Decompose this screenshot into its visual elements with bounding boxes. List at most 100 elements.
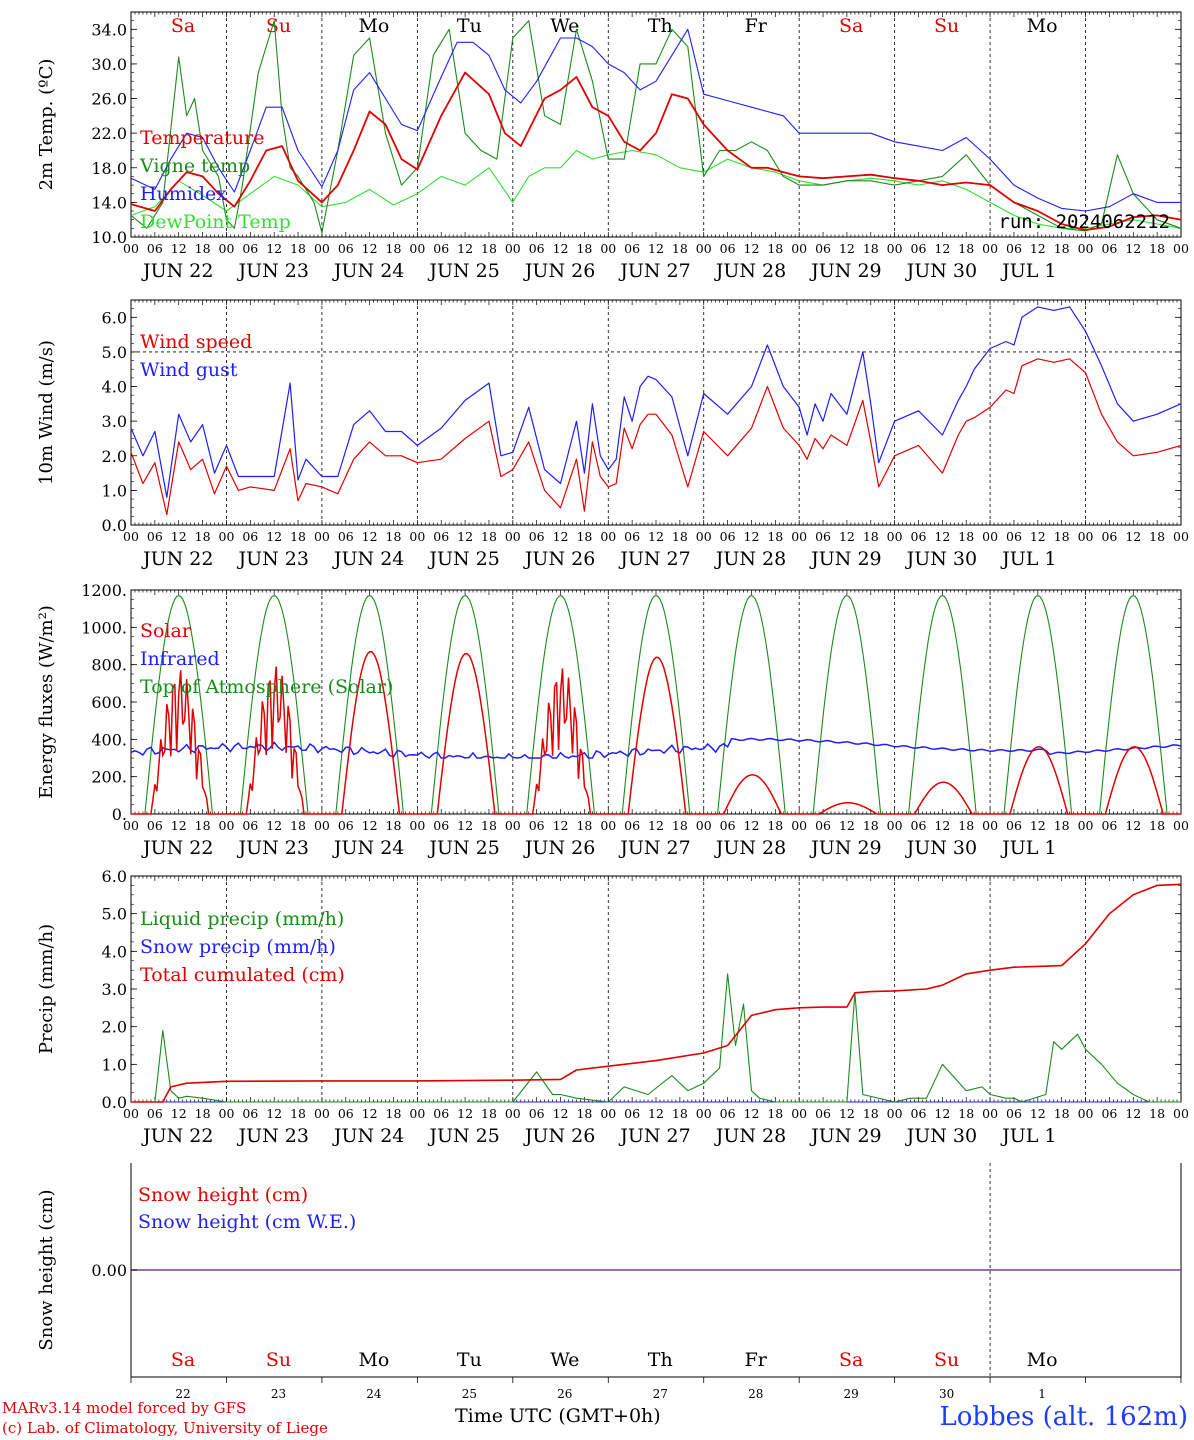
hour-tick-label: 00 bbox=[219, 1106, 235, 1121]
date-label: JUN 22 bbox=[141, 1125, 213, 1147]
y-tick-label: 3.0 bbox=[102, 412, 127, 431]
y-tick-label: 800. bbox=[91, 656, 127, 675]
hour-tick-label: 00 bbox=[409, 818, 425, 833]
legend-entry: Liquid precip (mm/h) bbox=[140, 908, 344, 930]
hour-tick-label: 18 bbox=[863, 241, 879, 256]
y-tick-label: 0.00 bbox=[91, 1261, 127, 1280]
hour-tick-label: 06 bbox=[720, 1106, 736, 1121]
hour-tick-label: 06 bbox=[815, 529, 831, 544]
weekday-label: Sa bbox=[171, 15, 195, 37]
legend-entry: Snow precip (mm/h) bbox=[140, 936, 336, 958]
hour-tick-label: 18 bbox=[290, 1106, 306, 1121]
hour-tick-label: 06 bbox=[147, 529, 163, 544]
hour-tick-label: 12 bbox=[648, 1106, 664, 1121]
hour-tick-label: 18 bbox=[1149, 529, 1165, 544]
hour-tick-label: 12 bbox=[362, 818, 378, 833]
hour-tick-label: 18 bbox=[958, 529, 974, 544]
legend-entry: Temperature bbox=[140, 127, 264, 149]
hour-tick-label: 00 bbox=[505, 241, 521, 256]
y-tick-label: 1200. bbox=[81, 581, 127, 600]
hour-tick-label: 00 bbox=[409, 241, 425, 256]
hour-tick-label: 00 bbox=[1078, 529, 1094, 544]
hour-tick-label: 12 bbox=[839, 1106, 855, 1121]
hour-tick-label: 12 bbox=[744, 1106, 760, 1121]
hour-tick-label: 00 bbox=[600, 529, 616, 544]
series-dewpoint-temp bbox=[130, 149, 1182, 229]
day-number: 30 bbox=[939, 1387, 954, 1400]
hour-tick-label: 06 bbox=[242, 529, 258, 544]
hour-tick-label: 06 bbox=[529, 529, 545, 544]
hour-tick-label: 18 bbox=[958, 818, 974, 833]
date-label: JUN 24 bbox=[332, 260, 404, 282]
weekday-label: Su bbox=[934, 15, 959, 37]
hour-tick-label: 06 bbox=[815, 241, 831, 256]
hour-tick-label: 18 bbox=[195, 241, 211, 256]
series-top-of-atmosphere bbox=[131, 594, 1181, 815]
date-label: JUN 30 bbox=[905, 1125, 977, 1147]
hour-tick-label: 06 bbox=[1101, 818, 1117, 833]
y-tick-label: 6.0 bbox=[102, 867, 127, 886]
day-number: 22 bbox=[175, 1387, 190, 1400]
date-label: JUN 28 bbox=[714, 1125, 786, 1147]
panel-frame-2 bbox=[130, 299, 1182, 526]
hour-tick-label: 06 bbox=[720, 529, 736, 544]
series-total-cumulated-cm- bbox=[131, 883, 1182, 1103]
date-label: JUN 26 bbox=[523, 1125, 595, 1147]
y-tick-label: 30.0 bbox=[91, 55, 127, 74]
y-axis-label: 2m Temp. (ºC) bbox=[36, 59, 57, 191]
series-humidex bbox=[130, 28, 1181, 212]
weekday-label-bottom: Su bbox=[266, 1349, 291, 1371]
hour-tick-label: 12 bbox=[457, 818, 473, 833]
weekday-label: Su bbox=[266, 15, 291, 37]
date-label: JUN 25 bbox=[427, 548, 499, 570]
y-tick-label: 5.0 bbox=[102, 905, 127, 924]
series-wind-speed bbox=[130, 358, 1182, 516]
date-label: JUN 29 bbox=[809, 260, 881, 282]
hour-tick-label: 00 bbox=[314, 241, 330, 256]
hour-tick-label: 00 bbox=[887, 529, 903, 544]
date-label: JUN 29 bbox=[809, 1125, 881, 1147]
weekday-label-bottom: Sa bbox=[171, 1349, 195, 1371]
hour-tick-label: 00 bbox=[600, 818, 616, 833]
hour-tick-label: 00 bbox=[696, 241, 712, 256]
hour-tick-label: 00 bbox=[219, 818, 235, 833]
model-credit: MARv3.14 model forced by GFS bbox=[2, 1399, 247, 1417]
y-tick-label: 2.0 bbox=[102, 447, 127, 466]
hour-tick-label: 06 bbox=[911, 529, 927, 544]
hour-tick-label: 12 bbox=[171, 1106, 187, 1121]
hour-tick-label: 12 bbox=[744, 529, 760, 544]
date-label: JUN 23 bbox=[236, 260, 308, 282]
hour-tick-label: 18 bbox=[672, 818, 688, 833]
hour-tick-label: 06 bbox=[433, 529, 449, 544]
hour-tick-label: 18 bbox=[1149, 818, 1165, 833]
y-tick-label: 0.0 bbox=[102, 1093, 127, 1112]
y-tick-label: 4.0 bbox=[102, 942, 127, 961]
hour-tick-label: 00 bbox=[982, 818, 998, 833]
panel-frame-3 bbox=[130, 589, 1182, 815]
hour-tick-label: 06 bbox=[720, 818, 736, 833]
hour-tick-label: 00 bbox=[123, 529, 139, 544]
hour-tick-label: 06 bbox=[242, 818, 258, 833]
weekday-label-bottom: Sa bbox=[839, 1349, 863, 1371]
date-label: JUN 28 bbox=[714, 260, 786, 282]
y-tick-label: 400. bbox=[91, 730, 127, 749]
hour-tick-label: 12 bbox=[266, 529, 282, 544]
hour-tick-label: 00 bbox=[982, 1106, 998, 1121]
hour-tick-label: 18 bbox=[481, 529, 497, 544]
legend-entry: Snow height (cm W.E.) bbox=[138, 1211, 356, 1233]
weekday-label: We bbox=[550, 15, 579, 37]
y-tick-label: 1000. bbox=[81, 618, 127, 637]
weekday-label: Th bbox=[648, 15, 673, 37]
weekday-label-bottom: Mo bbox=[358, 1349, 389, 1371]
weekday-label: Tu bbox=[457, 15, 482, 37]
hour-tick-label: 00 bbox=[409, 529, 425, 544]
hour-tick-label: 12 bbox=[457, 1106, 473, 1121]
date-label: JUN 24 bbox=[332, 548, 404, 570]
day-number: 25 bbox=[462, 1387, 477, 1400]
hour-tick-label: 00 bbox=[219, 241, 235, 256]
y-tick-label: 18.0 bbox=[91, 159, 127, 178]
date-label: JUN 27 bbox=[618, 1125, 690, 1147]
hour-tick-label: 18 bbox=[958, 241, 974, 256]
weekday-label: Mo bbox=[1027, 15, 1058, 37]
hour-tick-label: 12 bbox=[648, 241, 664, 256]
